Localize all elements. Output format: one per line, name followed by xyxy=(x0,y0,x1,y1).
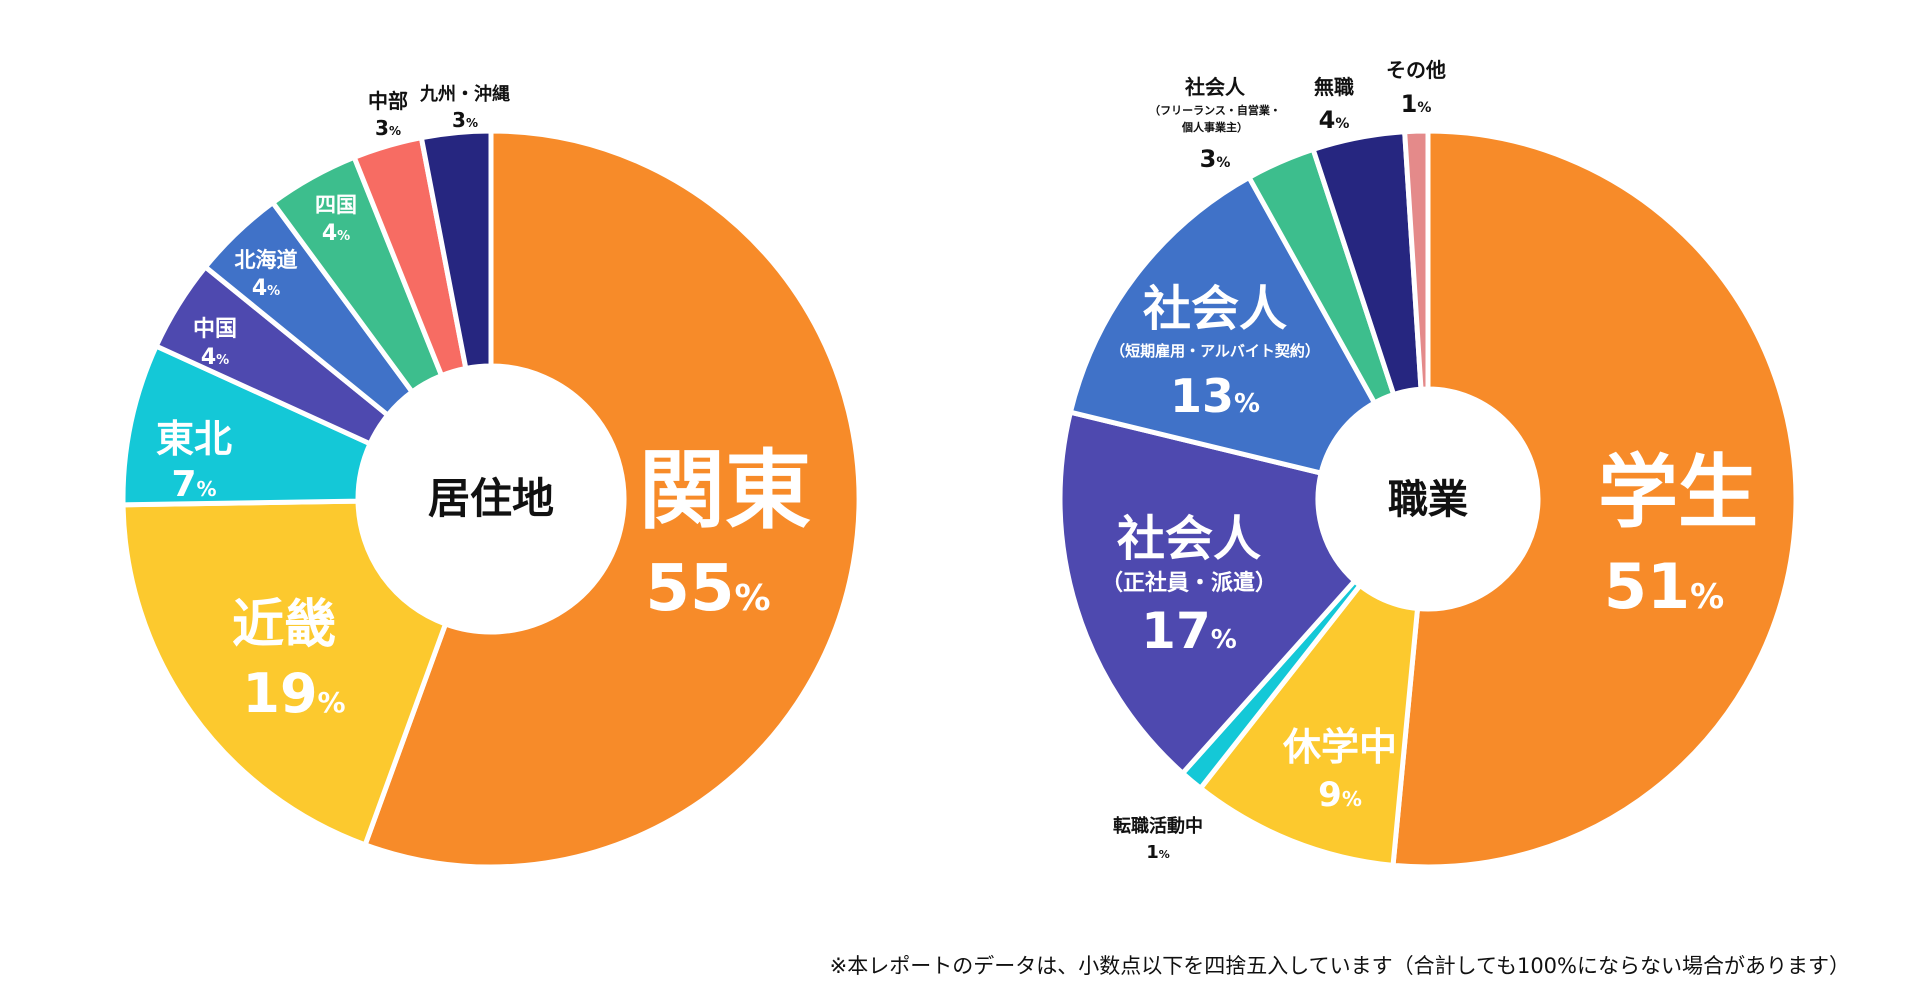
label-unemployed-name: 無職 xyxy=(1314,75,1354,99)
occupation-labels: 学生 51% 休学中 9% 転職活動中 1% 社会人 （正社員・派遣） 17% … xyxy=(1101,58,1758,863)
residence-donut-hole xyxy=(358,366,624,632)
label-freelance-sub: （フリーランス・自営業・ xyxy=(1149,103,1281,117)
label-chugoku-name: 中国 xyxy=(193,317,237,342)
footnote: ※本レポートのデータは、小数点以下を四捨五入しています（合計しても100%になら… xyxy=(829,954,1850,978)
label-chubu-value: 3% xyxy=(375,116,401,140)
label-leave-name: 休学中 xyxy=(1282,725,1397,769)
label-freelance-name: 社会人 xyxy=(1184,75,1246,99)
label-kinki-name: 近畿 xyxy=(232,595,336,655)
label-jobhunt-name: 転職活動中 xyxy=(1113,815,1203,837)
label-kinki-value: 19% xyxy=(242,662,345,725)
label-fulltime-sub: （正社員・派遣） xyxy=(1101,570,1277,596)
occupation-center-label: 職業 xyxy=(1388,477,1468,523)
occupation-donut-chart xyxy=(1057,128,1799,870)
label-hokkaido-name: 北海道 xyxy=(235,248,298,272)
label-fulltime-name: 社会人 xyxy=(1117,511,1261,567)
label-freelance-sub2: 個人事業主） xyxy=(1181,120,1248,134)
label-kyushu-value: 3% xyxy=(452,108,478,132)
label-freelance-value: 3% xyxy=(1200,145,1231,173)
label-tohoku-name: 東北 xyxy=(156,417,232,461)
label-jobhunt-value: 1% xyxy=(1146,842,1170,863)
label-student-value: 51% xyxy=(1604,550,1724,623)
label-other-value: 1% xyxy=(1401,90,1432,118)
occupation-donut-hole xyxy=(1318,389,1538,609)
label-parttime-name: 社会人 xyxy=(1143,281,1287,337)
label-kyushu-name: 九州・沖縄 xyxy=(419,83,510,105)
label-fulltime-value: 17% xyxy=(1141,602,1237,660)
label-hokkaido-value: 4% xyxy=(252,276,280,301)
label-parttime-sub: （短期雇用・アルバイト契約） xyxy=(1110,342,1320,360)
residence-labels: 関東 55% 近畿 19% 東北 7% 中国 4% 北海道 4% 四国 4% 中… xyxy=(156,83,811,725)
label-shikoku-value: 4% xyxy=(322,221,350,246)
label-unemployed-value: 4% xyxy=(1319,106,1350,134)
label-parttime-value: 13% xyxy=(1170,369,1260,423)
label-kanto-name: 関東 xyxy=(639,441,811,541)
label-kanto-value: 55% xyxy=(645,552,770,626)
label-shikoku-name: 四国 xyxy=(315,193,357,217)
label-chubu-name: 中部 xyxy=(368,89,408,113)
label-leave-value: 9% xyxy=(1318,775,1362,815)
residence-center-label: 居住地 xyxy=(428,474,554,523)
label-chugoku-value: 4% xyxy=(201,345,229,370)
label-other-name: その他 xyxy=(1386,58,1446,82)
label-student-name: 学生 xyxy=(1598,446,1758,539)
label-tohoku-value: 7% xyxy=(171,464,216,505)
